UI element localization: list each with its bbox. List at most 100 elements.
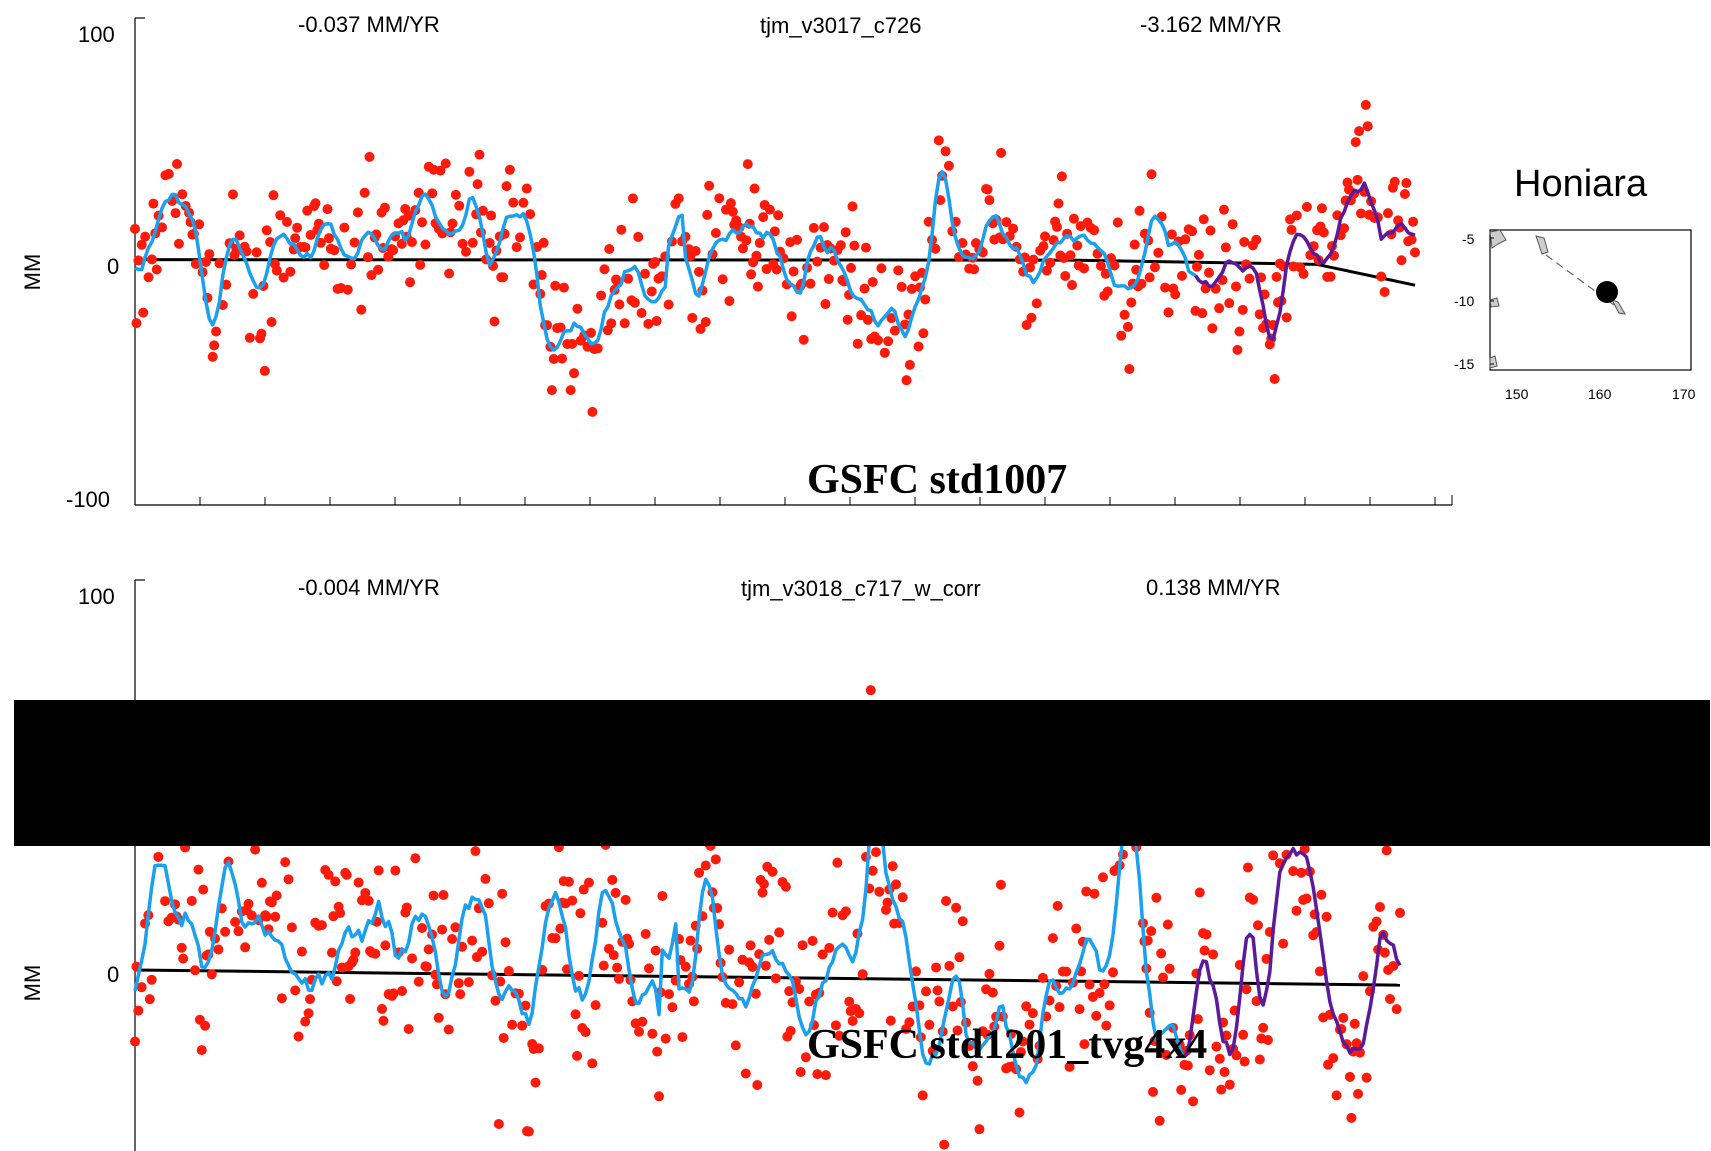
station-marker — [1596, 281, 1618, 303]
data-point — [1180, 234, 1191, 245]
data-point — [1107, 967, 1118, 978]
data-point — [1232, 344, 1243, 355]
data-point — [996, 147, 1007, 158]
data-point — [1192, 1014, 1203, 1025]
data-point — [207, 351, 218, 362]
data-point — [637, 1016, 648, 1027]
data-point — [261, 225, 272, 236]
data-point — [204, 926, 215, 937]
data-point — [1214, 1053, 1225, 1064]
data-point — [460, 246, 471, 257]
data-point — [467, 935, 478, 946]
data-point — [331, 976, 342, 987]
data-point — [1146, 926, 1157, 937]
data-point — [619, 318, 630, 329]
data-point — [1091, 1010, 1102, 1021]
data-point — [1248, 894, 1259, 905]
data-point — [177, 189, 188, 200]
data-point — [417, 217, 428, 228]
data-point — [849, 240, 860, 251]
data-point — [477, 946, 488, 957]
data-point — [176, 942, 187, 953]
data-point — [847, 1016, 858, 1027]
data-point — [847, 201, 858, 212]
data-point — [764, 934, 775, 945]
data-point — [515, 232, 526, 243]
data-point — [350, 947, 361, 958]
data-point — [646, 286, 657, 297]
data-point — [773, 210, 784, 221]
data-point — [521, 183, 532, 194]
bottom-axes — [134, 579, 145, 1151]
data-point — [786, 311, 797, 322]
data-point — [1410, 247, 1420, 258]
inset-map-title: Honiara — [1514, 163, 1648, 205]
data-point — [1136, 278, 1147, 289]
data-point — [421, 961, 432, 972]
data-point — [1015, 1047, 1026, 1058]
data-point — [557, 353, 568, 364]
data-point — [651, 315, 662, 326]
data-point — [370, 948, 381, 959]
data-point — [741, 235, 752, 246]
data-point — [754, 237, 765, 248]
data-point — [293, 1031, 304, 1042]
data-point — [749, 183, 760, 194]
data-point — [427, 188, 438, 199]
data-point — [1054, 1002, 1065, 1013]
data-point — [1204, 1065, 1215, 1076]
data-point — [1371, 916, 1382, 927]
data-point — [1325, 271, 1336, 282]
data-point — [788, 266, 799, 277]
data-point — [893, 265, 904, 276]
data-point — [339, 222, 350, 233]
data-point — [1382, 208, 1393, 219]
data-point — [1164, 963, 1175, 974]
data-point — [290, 233, 301, 244]
data-point — [146, 974, 157, 985]
data-point — [525, 209, 536, 220]
data-point — [508, 197, 519, 208]
data-point — [1028, 254, 1039, 265]
data-point — [664, 989, 675, 1000]
bottom-smoothed-series — [133, 802, 1185, 1085]
data-point — [326, 947, 337, 958]
data-point — [1161, 1049, 1172, 1060]
data-point — [717, 274, 728, 285]
data-point — [243, 898, 254, 909]
data-point — [1081, 886, 1092, 897]
data-point — [493, 1118, 504, 1129]
data-point — [300, 242, 311, 253]
data-point — [1252, 920, 1263, 931]
data-point — [259, 365, 270, 376]
data-point — [737, 243, 748, 254]
data-point — [734, 977, 745, 988]
data-point — [401, 902, 412, 913]
data-point — [136, 982, 147, 993]
data-point — [727, 999, 738, 1010]
data-point — [891, 879, 902, 890]
data-point — [994, 940, 1005, 951]
data-point — [932, 985, 943, 996]
data-point — [834, 1030, 845, 1041]
data-point — [1026, 312, 1037, 323]
data-point — [751, 250, 762, 261]
data-point — [349, 237, 360, 248]
data-point — [1288, 866, 1299, 877]
data-point — [612, 962, 623, 973]
data-point — [256, 328, 267, 339]
data-point — [193, 864, 204, 875]
data-point — [286, 922, 297, 933]
data-point — [606, 318, 617, 329]
data-point — [1211, 1041, 1222, 1052]
data-point — [812, 1069, 823, 1080]
data-point — [261, 911, 272, 922]
data-point — [620, 894, 631, 905]
data-point — [413, 976, 424, 987]
data-point — [283, 874, 294, 885]
data-point — [1021, 320, 1032, 331]
bottom-ytick-100: 100 — [78, 584, 115, 609]
data-point — [138, 307, 149, 318]
bottom-ylabel: MM — [20, 965, 45, 1002]
data-point — [433, 1012, 444, 1023]
